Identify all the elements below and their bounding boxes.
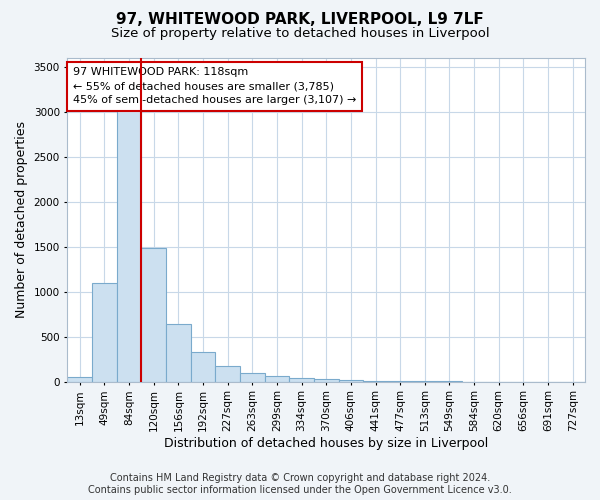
X-axis label: Distribution of detached houses by size in Liverpool: Distribution of detached houses by size … [164, 437, 488, 450]
Bar [67, 377, 92, 382]
Text: Size of property relative to detached houses in Liverpool: Size of property relative to detached ho… [110, 28, 490, 40]
Bar [289, 378, 314, 382]
Bar [142, 248, 166, 382]
Bar [265, 376, 289, 382]
Bar [117, 76, 142, 382]
Bar [166, 324, 191, 382]
Bar [191, 352, 215, 382]
Bar [388, 381, 412, 382]
Bar [314, 379, 338, 382]
Text: Contains HM Land Registry data © Crown copyright and database right 2024.
Contai: Contains HM Land Registry data © Crown c… [88, 474, 512, 495]
Text: 97 WHITEWOOD PARK: 118sqm
← 55% of detached houses are smaller (3,785)
45% of se: 97 WHITEWOOD PARK: 118sqm ← 55% of detac… [73, 67, 356, 105]
Y-axis label: Number of detached properties: Number of detached properties [15, 121, 28, 318]
Bar [215, 366, 240, 382]
Bar [92, 282, 117, 382]
Bar [240, 372, 265, 382]
Bar [338, 380, 363, 382]
Text: 97, WHITEWOOD PARK, LIVERPOOL, L9 7LF: 97, WHITEWOOD PARK, LIVERPOOL, L9 7LF [116, 12, 484, 28]
Bar [363, 380, 388, 382]
